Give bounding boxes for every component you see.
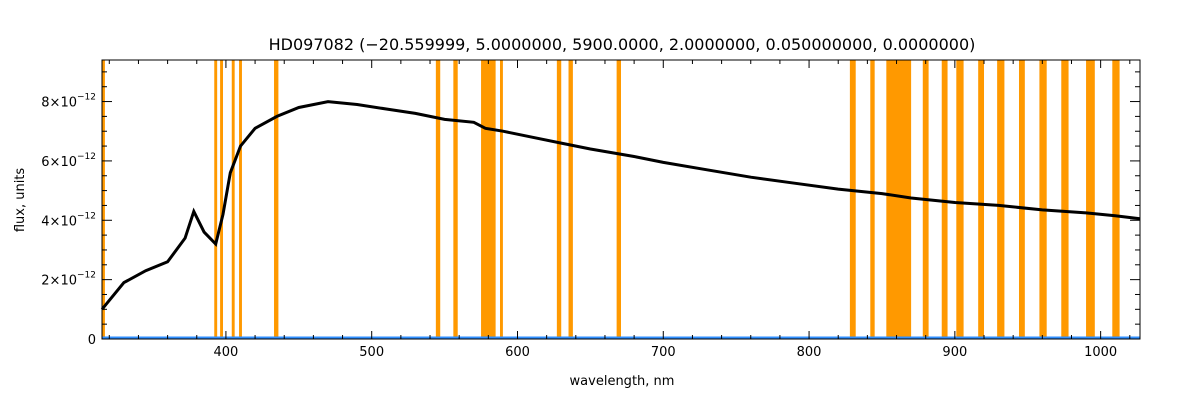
masked-band [1061,60,1069,339]
masked-band [1086,60,1095,339]
masked-band [941,60,948,339]
y-tick-label: 6×10−12 [41,152,96,170]
x-tick-label: 600 [505,345,530,360]
x-tick-label: 1000 [1084,345,1117,360]
masked-band [849,60,856,339]
x-tick-label: 700 [651,345,676,360]
y-axis-label: flux, units [13,168,28,233]
masked-band [499,60,503,339]
masked-band [102,60,105,339]
masked-band [556,60,562,339]
flux-line [100,100,1141,311]
x-axis: 400 500 600 700 800 900 1000 [108,60,1131,360]
y-axis: 0 2×10−12 4×10−12 6×10−12 8×10−12 [41,71,1140,348]
y-tick-label: 0 [88,333,96,348]
spectrum-series [100,100,1141,339]
plot-border [101,59,1141,340]
x-axis-label: wavelength, nm [570,374,675,389]
masked-band [956,60,964,339]
chart-title: HD097082 (−20.559999, 5.0000000, 5900.00… [269,35,976,54]
y-tick-label: 2×10−12 [41,271,96,289]
masked-band [886,60,912,339]
masked-band [453,60,458,339]
plot-frame [101,59,1141,340]
y-tick-label: 4×10−12 [41,211,96,229]
x-tick-label: 800 [797,345,822,360]
masked-band [870,60,875,339]
masked-band [1018,60,1025,339]
masked-band [568,60,573,339]
masked-band [214,60,218,339]
y-tick-label: 8×10−12 [41,93,96,111]
masked-band [231,60,235,339]
masked-band [220,60,224,339]
masked-band [435,60,441,339]
masked-band [274,60,279,339]
masked-bands [102,60,1120,339]
masked-band [1039,60,1047,339]
x-tick-label: 400 [214,345,239,360]
masked-band [997,60,1005,339]
x-tick-label: 900 [942,345,967,360]
masked-band [1112,60,1120,339]
masked-band [239,60,242,339]
masked-band [616,60,621,339]
masked-band [481,60,496,339]
masked-band [978,60,985,339]
x-tick-label: 500 [359,345,384,360]
